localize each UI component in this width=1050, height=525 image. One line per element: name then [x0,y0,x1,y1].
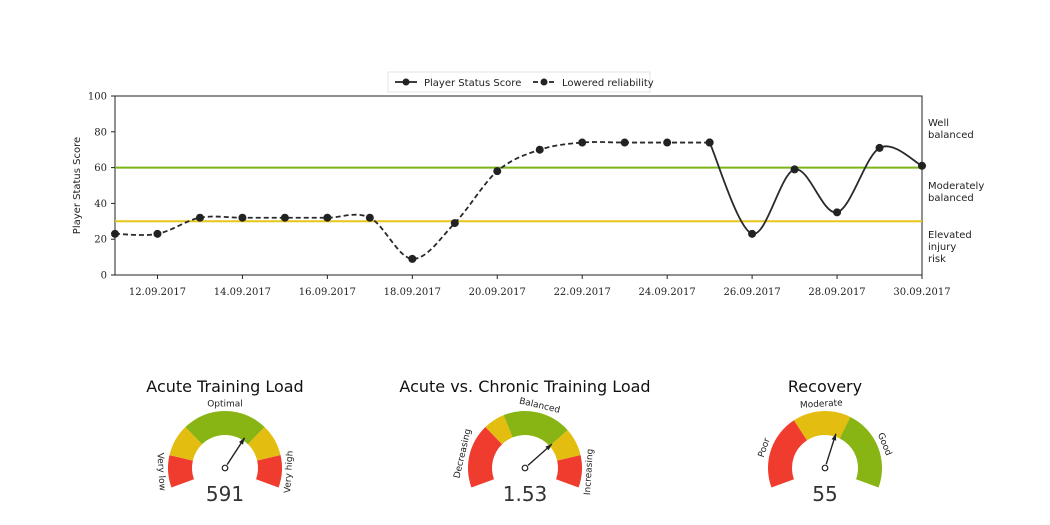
data-point [195,213,204,222]
gauge-segment-label: Increasing [583,448,596,495]
data-point [408,254,417,263]
gauges-layer: Acute Training Load Very low Optimal Very h… [146,377,893,506]
x-tick-label: 18.09.2017 [384,287,441,298]
gauge-segment [247,426,281,461]
gauge-segment [503,411,568,447]
data-point [153,229,162,238]
y-tick-label: 100 [88,92,107,103]
data-point [705,138,714,147]
x-tick-label: 22.09.2017 [554,287,611,298]
data-point [365,213,374,222]
gauge-segment [168,455,194,488]
gauge-needle-head [831,433,837,441]
gauge-segment [485,415,513,445]
y-tick-label: 20 [94,235,107,246]
legend-label: Player Status Score [424,78,521,89]
gauge: Acute vs. Chronic Training LoadDecreasin… [399,377,650,506]
series-line-lowered-reliability [114,141,710,260]
x-tick-label: 16.09.2017 [299,287,356,298]
zone-label: balanced [928,193,974,204]
gauge-value: 591 [206,482,244,506]
gauge-segment [185,411,265,445]
gauge-title: Acute vs. Chronic Training Load [399,377,650,396]
data-point [663,138,672,147]
gauge-value: 1.53 [503,482,548,506]
gauge-needle-head [239,437,245,445]
data-point [493,167,502,176]
gauge-segment-label: Optimal [207,400,243,410]
zone-label: risk [928,254,946,265]
x-tick-label: 30.09.2017 [893,287,950,298]
gauge-pivot [521,464,529,472]
data-point [833,208,842,217]
y-tick-label: 60 [94,163,107,174]
gauge-segment [549,430,581,461]
gauge-segment-label: Very high [283,450,296,493]
data-point [578,138,587,147]
data-point [535,145,544,154]
zone-label: Moderately [928,181,984,192]
gauge-pivot [821,464,829,472]
gauge-segment [256,455,282,488]
data-point [238,213,247,222]
gauge-title: Acute Training Load [146,377,303,396]
x-tick-label: 26.09.2017 [723,287,780,298]
x-tick-label: 20.09.2017 [469,287,526,298]
data-point [620,138,629,147]
y-axis-label: Player Status Score [72,137,83,234]
legend-box [387,71,651,93]
gauge-needle-head [545,444,552,451]
x-tick-label: 24.09.2017 [639,287,696,298]
data-point [875,143,884,152]
gauge-segment-label: Very low [154,453,166,492]
gauge-segment [768,420,808,488]
legend-label: Lowered reliability [562,78,654,89]
gauge-segment [556,455,582,488]
y-tick-label: 40 [94,199,107,210]
legend-marker [402,78,410,86]
gauge-segment [467,426,503,488]
gauge: Acute Training Load Very low Optimal Very h… [146,377,303,506]
data-point [450,219,459,228]
gauge-segment [169,426,203,461]
data-point [280,213,289,222]
data-point [918,161,926,170]
legend: Player Status Score Lowered reliability [387,71,654,93]
data-point [790,165,799,174]
y-tick-label: 0 [101,271,107,282]
gauge-value: 55 [812,482,837,506]
zone-label: Elevated [928,230,972,241]
data-point [748,229,757,238]
x-tick-label: 14.09.2017 [214,287,271,298]
data-point [323,213,332,222]
gauge-segment [839,416,882,488]
zone-label: injury [928,242,956,253]
gauge-title: Recovery [788,377,862,396]
zone-label: Well [928,118,949,129]
gauge-segment [793,411,851,441]
legend-marker [540,78,548,86]
data-point [111,229,119,238]
y-tick-label: 80 [94,127,107,138]
x-tick-label: 12.09.2017 [129,287,186,298]
plot-frame [114,95,923,276]
gauge-pivot [221,464,229,472]
x-tick-label: 28.09.2017 [808,287,865,298]
line-chart-layer: 0 20 40 60 80 100 12.09.2017 14.09.2017 16.09.20… [72,71,984,298]
gauge-segment-label: Moderate [800,398,844,410]
zone-label: balanced [928,130,974,141]
